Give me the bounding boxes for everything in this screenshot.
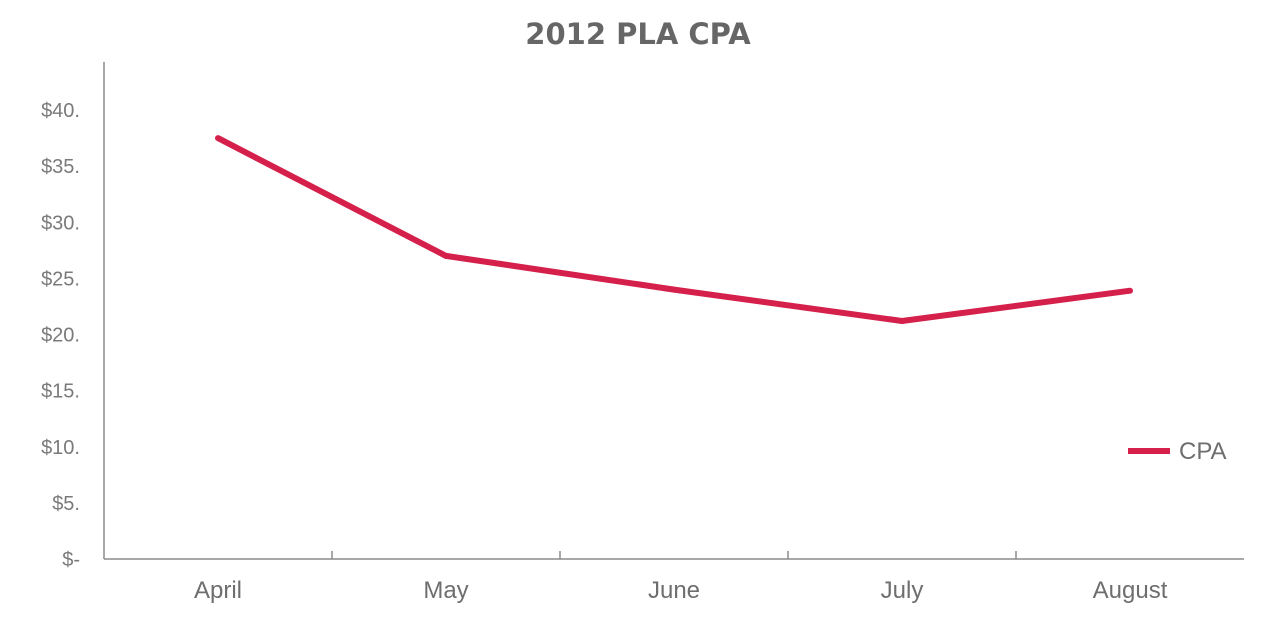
data-point — [899, 318, 905, 325]
x-tick-label: May — [423, 577, 468, 604]
x-axis-ticks: April May June July August — [194, 551, 1168, 604]
x-tick-label: April — [194, 577, 242, 604]
data-point — [1127, 287, 1133, 294]
series-line-cpa — [216, 135, 1131, 324]
y-tick-label: $15. — [41, 381, 80, 403]
y-tick-label: $30. — [41, 212, 80, 234]
legend-label-cpa: CPA — [1179, 438, 1227, 465]
y-tick-label: $10. — [41, 437, 80, 459]
y-tick-label: $5. — [52, 493, 80, 515]
y-axis-ticks: $- $5. $10. $15. $20. $25. $30. $35. $40. — [41, 100, 80, 571]
series-layer — [215, 135, 1133, 325]
data-point — [443, 252, 449, 259]
x-tick-label: June — [648, 577, 700, 604]
data-point — [215, 135, 221, 142]
data-point — [671, 286, 677, 293]
y-tick-label: $20. — [41, 325, 80, 347]
x-tick-label: July — [881, 577, 924, 604]
axes — [103, 62, 1244, 560]
legend: CPA — [1128, 438, 1227, 465]
y-tick-label: $25. — [41, 268, 80, 290]
y-tick-label: $- — [62, 549, 80, 571]
y-tick-label: $35. — [41, 156, 80, 178]
chart-title: 2012 PLA CPA — [525, 17, 751, 51]
y-tick-label: $40. — [41, 100, 80, 122]
x-tick-label: August — [1093, 577, 1168, 604]
